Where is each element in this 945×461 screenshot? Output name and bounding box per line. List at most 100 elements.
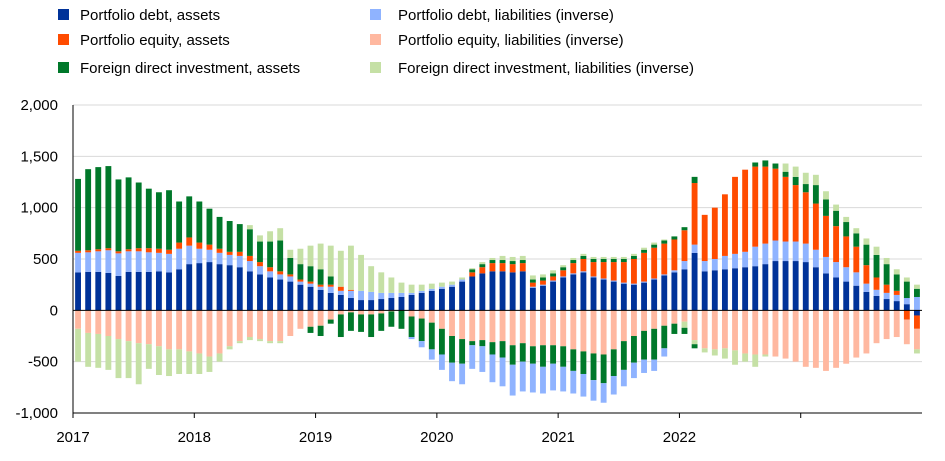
bar-segment xyxy=(428,349,435,360)
bar-segment xyxy=(833,226,840,263)
bar-segment xyxy=(317,325,324,336)
bar-segment xyxy=(378,272,385,293)
bar-segment xyxy=(459,310,466,340)
bar-segment xyxy=(307,281,314,284)
bar-segment xyxy=(479,264,486,268)
bar-segment xyxy=(883,284,890,293)
bar-segment xyxy=(540,277,546,281)
bar-segment xyxy=(914,296,920,311)
bar-segment xyxy=(893,290,900,295)
bar-segment xyxy=(651,279,658,311)
bar-segment xyxy=(479,340,486,347)
bar-segment xyxy=(610,280,617,282)
bar-segment xyxy=(115,275,122,311)
bar-segment xyxy=(236,224,243,252)
bar-segment xyxy=(388,310,395,312)
bar-segment xyxy=(277,271,284,275)
x-tick-label: 2017 xyxy=(56,429,89,446)
bar-segment xyxy=(499,341,506,358)
bar-segment xyxy=(348,310,354,313)
bar-segment xyxy=(782,176,789,242)
bar-segment xyxy=(196,263,203,311)
bar-segment xyxy=(681,227,688,231)
bar-segment xyxy=(843,281,850,311)
bar-segment xyxy=(307,266,314,282)
bar-segment xyxy=(711,310,718,350)
bar-segment xyxy=(823,256,829,274)
bar-segment xyxy=(145,310,152,345)
bar-segment xyxy=(529,346,536,364)
bar-segment xyxy=(570,349,577,371)
bar-segment xyxy=(166,310,172,350)
bar-segment xyxy=(641,249,647,253)
bar-segment xyxy=(75,310,81,329)
bar-segment xyxy=(125,341,132,379)
bar-segment xyxy=(590,310,597,354)
bar-segment xyxy=(226,251,233,255)
bar-segment xyxy=(509,264,516,273)
bar-segment xyxy=(681,230,688,262)
bar-segment xyxy=(914,315,920,329)
legend: Portfolio debt, assets Portfolio equity,… xyxy=(58,7,694,77)
bar-segment xyxy=(135,251,142,272)
bar-segment xyxy=(732,350,738,365)
bar-segment xyxy=(125,271,132,311)
bar-segment xyxy=(732,176,738,254)
bar-segment xyxy=(176,269,183,311)
bar-segment xyxy=(418,310,425,319)
bar-segment xyxy=(469,345,476,369)
bar-segment xyxy=(499,260,506,264)
bar-segment xyxy=(166,349,172,377)
legend-swatch-fdi-liabilities xyxy=(370,62,381,73)
bar-segment xyxy=(519,260,526,264)
bar-segment xyxy=(631,336,637,363)
bar-segment xyxy=(620,282,627,284)
bar-segment xyxy=(479,262,486,265)
bar-segment xyxy=(95,167,102,250)
bar-segment xyxy=(317,289,324,311)
bar-segment xyxy=(145,252,152,272)
bar-segment xyxy=(75,178,81,251)
bar-segment xyxy=(155,346,162,376)
bar-segment xyxy=(307,245,314,267)
x-tick-label: 2020 xyxy=(420,429,453,446)
bar-segment xyxy=(226,310,233,347)
bar-segment xyxy=(489,310,496,343)
bar-segment xyxy=(236,255,243,268)
bar-segment xyxy=(540,285,546,311)
bar-segment xyxy=(378,299,385,311)
bar-segment xyxy=(560,366,567,392)
bar-segment xyxy=(802,172,809,185)
bar-segment xyxy=(792,310,799,362)
bar-segment xyxy=(600,262,607,279)
bar-segment xyxy=(903,281,910,299)
bar-segment xyxy=(368,266,375,292)
bar-segment xyxy=(115,251,122,254)
bar-segment xyxy=(267,241,274,268)
bar-segment xyxy=(529,310,536,347)
bar-segment xyxy=(307,283,314,287)
bar-segment xyxy=(449,281,455,285)
bar-segment xyxy=(752,266,759,311)
bar-segment xyxy=(873,246,880,255)
bar-segment xyxy=(469,272,476,277)
bar-segment xyxy=(509,310,516,346)
bar-segment xyxy=(176,310,183,350)
legend-label-portfolio-debt-liabilities: Portfolio debt, liabilities (inverse) xyxy=(398,7,614,24)
bar-segment xyxy=(590,276,597,278)
bar-segment xyxy=(469,310,476,342)
y-tick-label: -500 xyxy=(28,354,58,371)
bar-segment xyxy=(580,259,587,272)
bar-segment xyxy=(833,310,840,368)
bar-segment xyxy=(267,267,274,272)
bar-segment xyxy=(903,298,910,305)
bar-segment xyxy=(105,248,112,251)
bar-segment xyxy=(267,271,274,278)
bar-segment xyxy=(782,163,789,172)
bar-segment xyxy=(85,252,92,272)
bar-segment xyxy=(115,253,122,276)
bar-segment xyxy=(600,256,607,259)
bar-segment xyxy=(438,282,445,287)
bar-segment xyxy=(196,353,203,374)
bar-segment xyxy=(651,244,658,248)
